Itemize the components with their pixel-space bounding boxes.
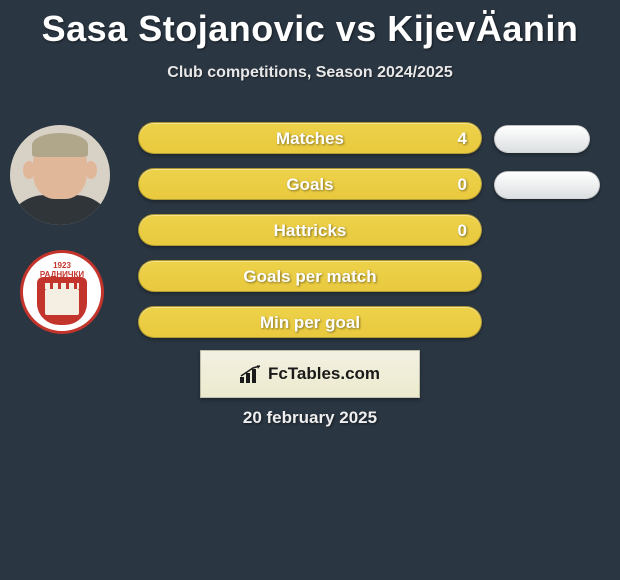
stat-value: 0 [458,169,467,201]
avatar-column: 1923 РАДНИЧКИ [10,125,120,334]
crest-year: 1923 [53,261,71,270]
page-subtitle: Club competitions, Season 2024/2025 [0,64,620,82]
stat-bar-matches: Matches 4 [138,122,482,154]
stat-bar-hattricks: Hattricks 0 [138,214,482,246]
stat-label: Goals [139,169,481,201]
stat-value: 0 [458,215,467,247]
stat-label: Min per goal [139,307,481,339]
page-title: Sasa Stojanovic vs KijevÄanin [0,0,620,50]
stat-bar-goals-per-match: Goals per match [138,260,482,292]
brand-badge: FcTables.com [200,350,420,398]
comparison-pill [494,125,590,153]
footer-date: 20 february 2025 [0,408,620,428]
brand-chart-icon [240,365,262,383]
player-avatar [10,125,110,225]
stat-label: Goals per match [139,261,481,293]
club-crest: 1923 РАДНИЧКИ [20,250,104,334]
right-pill-column [494,122,604,217]
stat-bar-goals: Goals 0 [138,168,482,200]
stat-bars: Matches 4 Goals 0 Hattricks 0 Goals per … [138,122,482,352]
brand-text: FcTables.com [268,364,380,384]
stat-bar-min-per-goal: Min per goal [138,306,482,338]
comparison-pill [494,171,600,199]
stat-value: 4 [458,123,467,155]
stat-label: Matches [139,123,481,155]
stat-label: Hattricks [139,215,481,247]
